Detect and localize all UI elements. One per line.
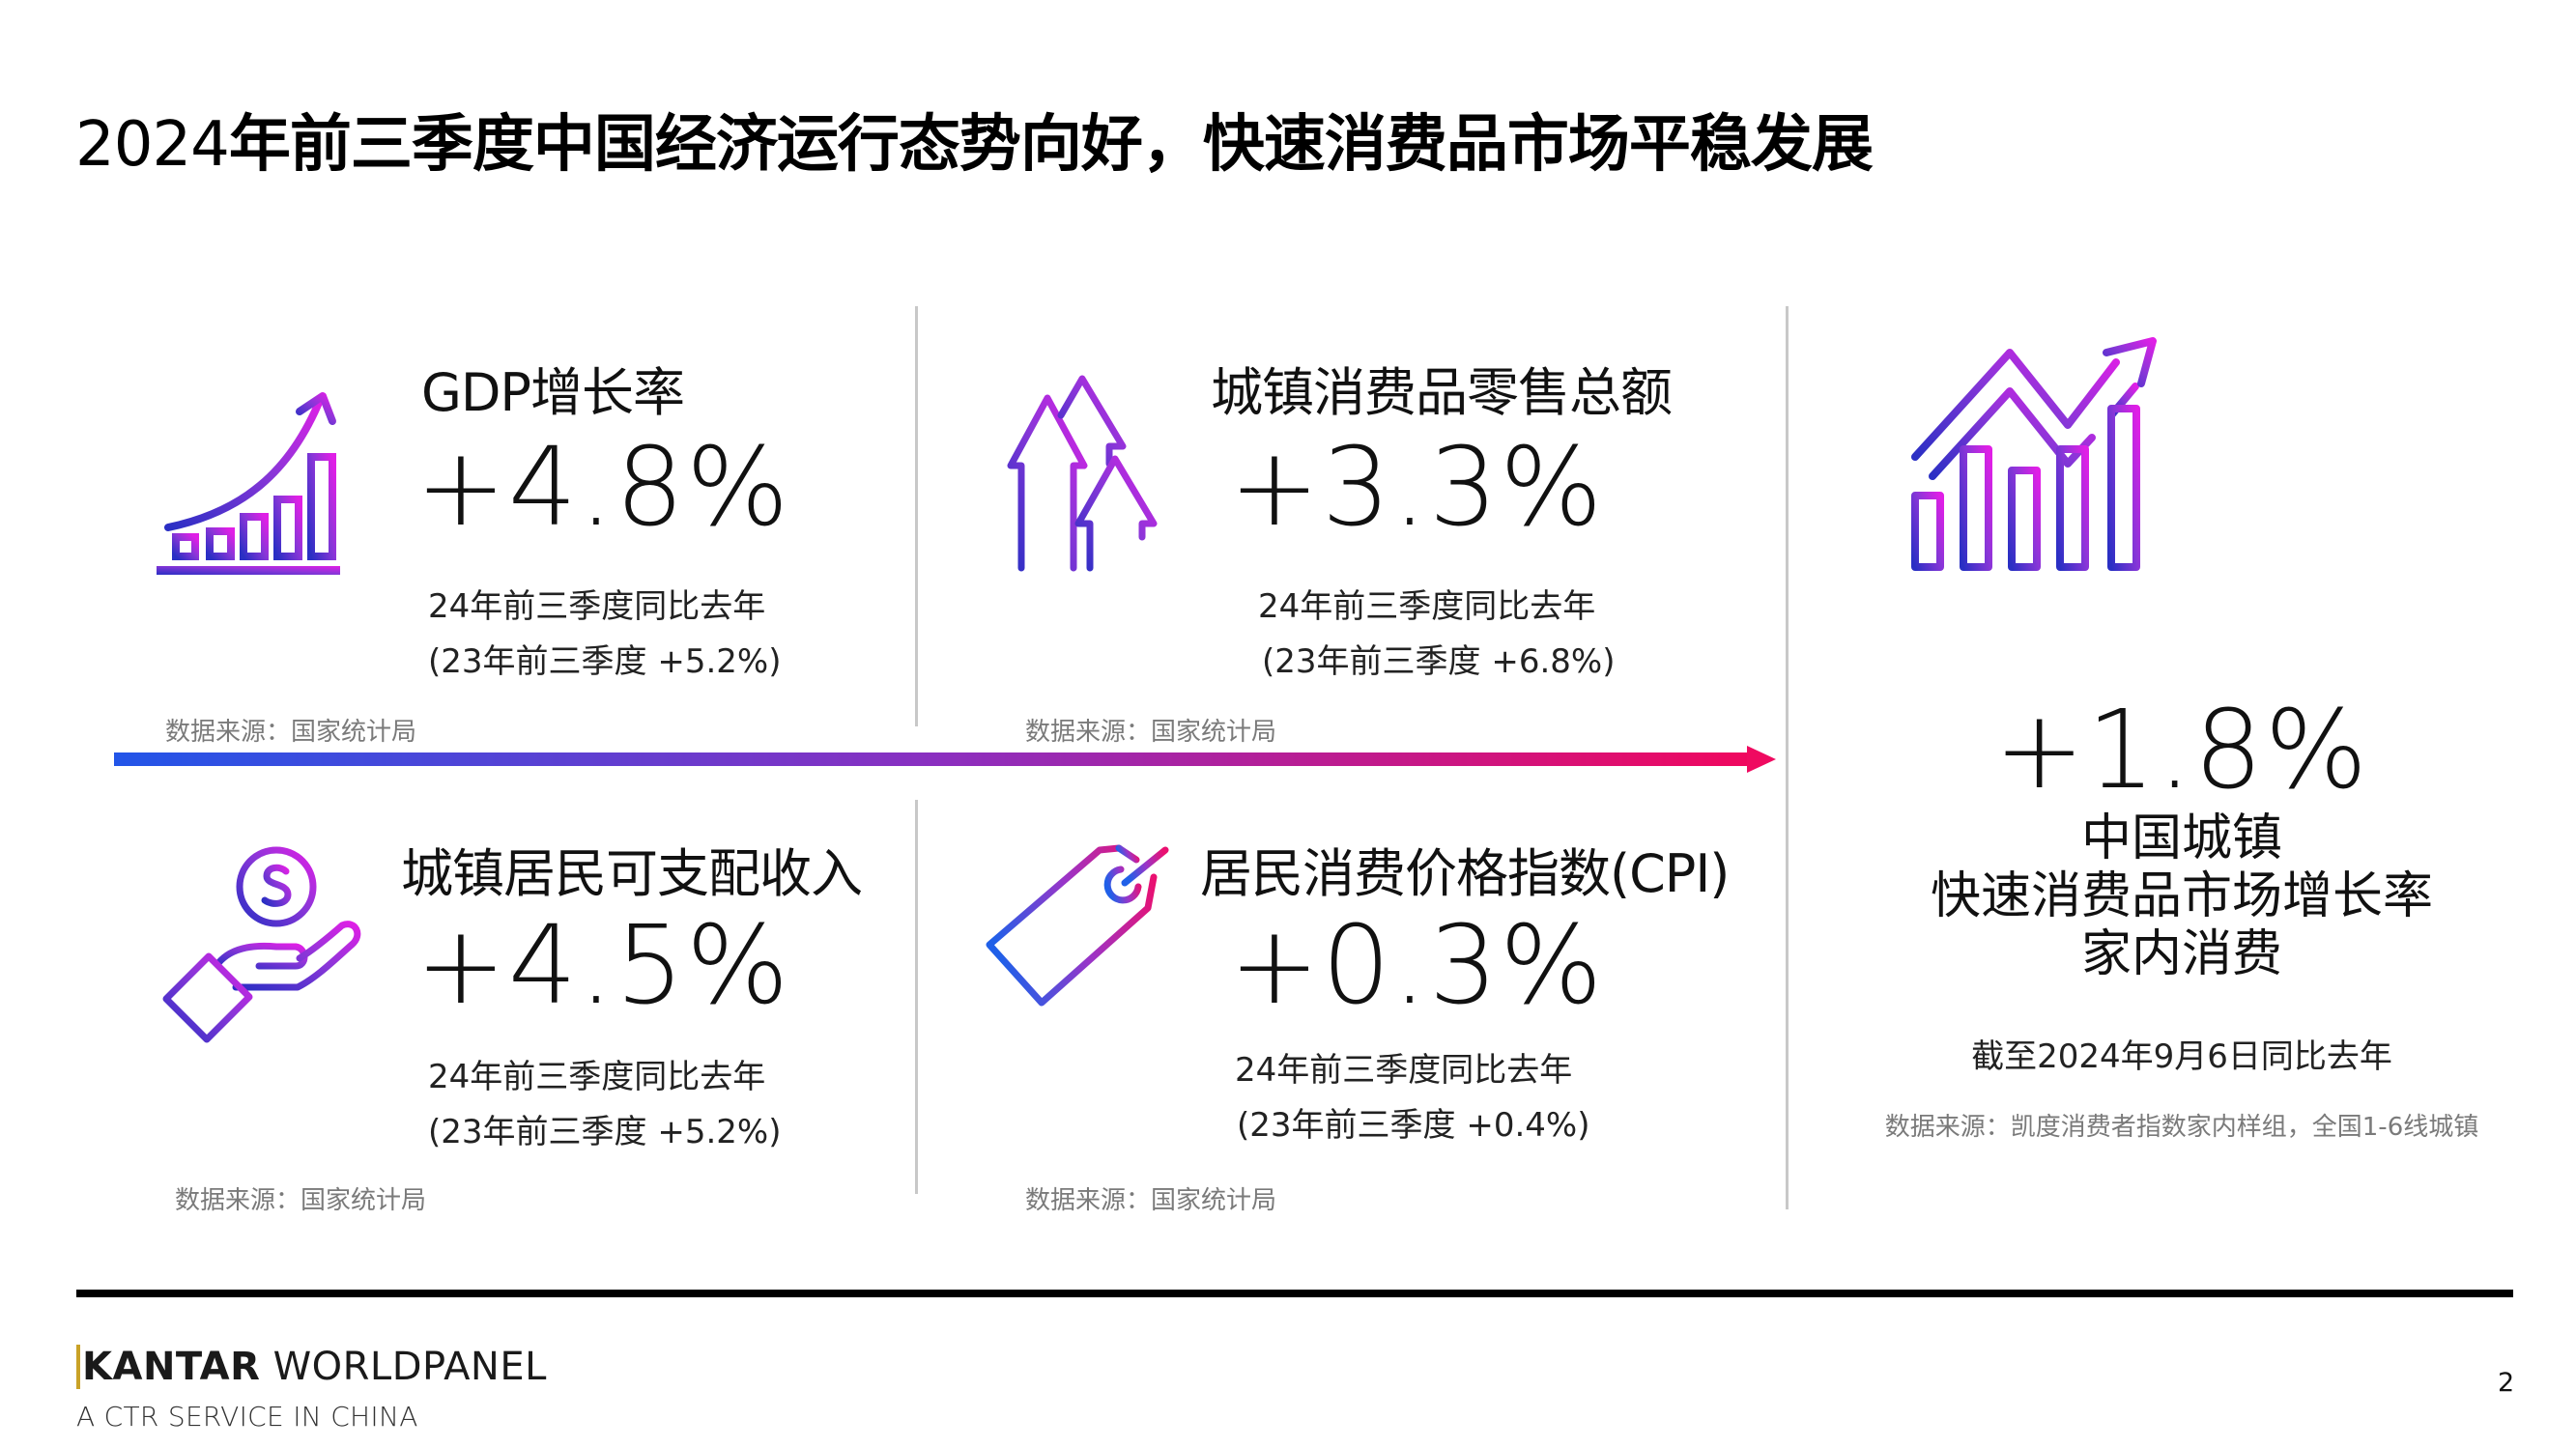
bar-chart-rising-curve-icon: [155, 386, 343, 575]
highlight-value: +1.8%: [1993, 688, 2370, 813]
highlight-label-line3: 家内消费: [2080, 925, 2282, 983]
retail-title: 城镇消费品零售总额: [1211, 362, 1673, 423]
footer-divider: [76, 1290, 2513, 1297]
logo-tagline: A CTR SERVICE IN CHINA: [76, 1401, 418, 1433]
logo-kantar: ANTAR: [112, 1345, 261, 1389]
page-number: 2: [2498, 1368, 2515, 1398]
income-sub-line1: 24年前三季度同比去年: [428, 1058, 766, 1096]
kantar-worldpanel-logo: KANTAR WORLDPANEL: [76, 1345, 547, 1389]
page-title-text: 年前三季度中国经济运行态势向好，快速消费品市场平稳发展: [228, 109, 1874, 181]
vertical-divider: [1786, 306, 1789, 1209]
gdp-value: +4.8%: [415, 425, 791, 551]
timeline-gradient-arrow: [114, 744, 1778, 775]
vertical-divider: [915, 800, 918, 1194]
page-title-year: 2024: [75, 109, 230, 181]
price-tag-icon: [984, 838, 1177, 1012]
page-title: 2024年前三季度中国经济运行态势向好，快速消费品市场平稳发展: [75, 95, 1874, 184]
highlight-label-line1: 中国城镇: [2080, 809, 2282, 867]
cpi-source: 数据来源：国家统计局: [1025, 1186, 1277, 1215]
zigzag-growth-chart-icon: [1903, 324, 2169, 580]
retail-source: 数据来源：国家统计局: [1025, 718, 1277, 747]
gdp-sub-line2: (23年前三季度 +5.2%): [428, 642, 782, 681]
logo-k: K: [76, 1345, 113, 1389]
vertical-divider: [915, 306, 918, 726]
income-sub-line2: (23年前三季度 +5.2%): [428, 1113, 782, 1151]
cpi-title: 居民消费价格指数(CPI): [1200, 843, 1730, 904]
cpi-sub-line1: 24年前三季度同比去年: [1235, 1051, 1573, 1090]
highlight-as-of: 截至2024年9月6日同比去年: [1971, 1037, 2392, 1076]
retail-sub-line2: (23年前三季度 +6.8%): [1262, 642, 1616, 681]
gdp-source: 数据来源：国家统计局: [165, 718, 417, 747]
logo-worldpanel: WORLDPANEL: [260, 1345, 547, 1389]
up-arrows-icon: [1007, 375, 1178, 575]
cpi-value: +0.3%: [1229, 903, 1605, 1029]
highlight-source: 数据来源：凯度消费者指数家内样组，全国1-6线城镇: [1884, 1113, 2479, 1142]
highlight-label-line2: 快速消费品市场增长率: [1930, 867, 2433, 925]
hand-dollar-coin-icon: [162, 842, 365, 1045]
retail-value: +3.3%: [1229, 425, 1605, 551]
cpi-sub-line2: (23年前三季度 +0.4%): [1237, 1106, 1590, 1145]
income-value: +4.5%: [415, 903, 791, 1029]
gdp-title: GDP增长率: [421, 362, 685, 423]
income-title: 城镇居民可支配收入: [401, 843, 863, 904]
income-source: 数据来源：国家统计局: [175, 1186, 427, 1215]
gdp-sub-line1: 24年前三季度同比去年: [428, 587, 766, 626]
retail-sub-line1: 24年前三季度同比去年: [1258, 587, 1596, 626]
